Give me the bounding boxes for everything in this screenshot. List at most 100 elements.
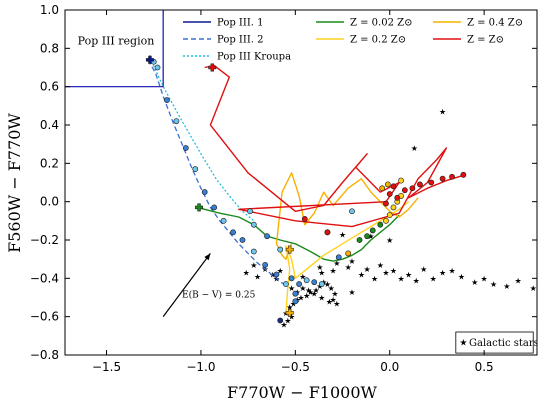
model-data-point — [390, 204, 397, 211]
model-data-point — [428, 179, 435, 186]
galactic-star-point: ★ — [367, 232, 374, 241]
galactic-star-point: ★ — [439, 108, 446, 117]
y-tick-label: 1.0 — [40, 3, 59, 17]
x-tick-label: −1.5 — [92, 360, 121, 374]
series-line-4 — [285, 201, 410, 313]
galactic-star-point: ★ — [313, 286, 320, 295]
galactic-star-point: ★ — [439, 269, 446, 278]
model-data-point — [335, 254, 342, 261]
model-data-point — [417, 181, 423, 188]
model-data-point — [192, 166, 199, 172]
model-data-point — [460, 171, 467, 178]
x-tick-label: −1.0 — [186, 360, 215, 374]
galactic-star-point: ★ — [339, 230, 346, 239]
galactic-star-point: ★ — [530, 284, 537, 293]
reddening-arrow-shaft — [162, 253, 211, 318]
model-data-point — [247, 208, 253, 215]
galactic-star-point: ★ — [348, 257, 355, 266]
galactic-star-point: ★ — [331, 290, 338, 299]
galactic-star-point: ★ — [305, 286, 312, 295]
model-data-point — [384, 181, 391, 188]
galactic-star-point: ★ — [348, 288, 355, 297]
galactic-star-point: ★ — [397, 274, 404, 283]
galactic-star-point: ★ — [405, 271, 412, 280]
start-marker — [285, 245, 294, 254]
model-data-point — [369, 227, 376, 234]
model-data-point — [154, 64, 161, 71]
legend-item-kroupa: Pop III Kroupa — [183, 52, 291, 63]
legend-label: Z = 0.2 Z⊙ — [350, 35, 406, 46]
y-tick-label: 0.6 — [40, 80, 59, 94]
galactic-star-point: ★ — [297, 294, 304, 303]
model-data-point — [356, 237, 363, 243]
y-tick-label: −0.8 — [30, 348, 59, 362]
model-data-point — [292, 298, 299, 305]
galactic-star-point: ★ — [382, 269, 389, 278]
galactic-star-point: ★ — [277, 267, 284, 276]
model-data-point — [383, 217, 389, 224]
galactic-star-point: ★ — [311, 290, 318, 299]
x-tick-label: 0.5 — [475, 360, 494, 374]
legend-item-pop1: Pop III. 1 — [183, 18, 264, 29]
x-tick-label: −0.5 — [281, 360, 310, 374]
galactic-star-point: ★ — [299, 284, 306, 293]
model-data-point — [379, 185, 386, 192]
y-tick-label: −0.2 — [30, 233, 59, 247]
galactic-star-point: ★ — [471, 278, 478, 287]
model-data-point — [164, 97, 170, 103]
legend-label: Z = 0.02 Z⊙ — [350, 18, 412, 29]
galactic-star-point: ★ — [250, 261, 257, 270]
y-tick-label: −0.6 — [30, 310, 59, 324]
legend-item-pop2: Pop III. 2 — [183, 35, 264, 46]
start-marker — [145, 55, 154, 64]
galactic-star-point: ★ — [333, 259, 340, 268]
galactic-star-point: ★ — [307, 288, 314, 297]
model-data-point — [324, 229, 331, 236]
legend-label: Z = Z⊙ — [467, 35, 504, 46]
galactic-star-point: ★ — [290, 299, 297, 308]
galactic-star-point: ★ — [286, 303, 293, 312]
model-data-point — [394, 194, 401, 201]
galactic-star-point: ★ — [318, 294, 325, 303]
model-data-point — [383, 200, 389, 207]
galactic-legend-label: Galactic stars — [469, 338, 539, 349]
legend-item-zsun: Z = Z⊙ — [433, 35, 504, 46]
galactic-star-point: ★ — [386, 236, 393, 245]
y-tick-label: 0.0 — [40, 195, 59, 209]
galactic-star-point: ★ — [284, 317, 291, 326]
model-data-point — [386, 191, 393, 197]
galactic-star-point: ★ — [328, 284, 335, 293]
reddening-label: E(B − V) = 0.25 — [182, 290, 256, 301]
galactic-star-point: ★ — [363, 265, 370, 274]
model-data-point — [288, 275, 295, 282]
galactic-star-point: ★ — [390, 267, 397, 276]
galactic-star-point: ★ — [303, 292, 310, 301]
legend-item-z04: Z = 0.4 Z⊙ — [433, 18, 523, 29]
galactic-star-point: ★ — [371, 274, 378, 283]
model-data-point — [292, 290, 299, 297]
model-data-point — [173, 118, 180, 125]
model-data-point — [282, 281, 289, 287]
popiii-region-box — [65, 10, 164, 88]
series-line-5 — [275, 172, 419, 260]
model-data-point — [386, 212, 393, 218]
axes: −1.5 −1.0 −0.5 0.0 0.5 −0.8 −0.6 −0.4 −0.2 0.0 0.2… — [30, 3, 538, 374]
model-data-point — [409, 185, 416, 192]
model-data-point — [311, 279, 318, 286]
galactic-star-point: ★ — [254, 272, 261, 281]
popiii-region-label: Pop III region — [78, 35, 155, 48]
galactic-legend-box — [455, 331, 534, 354]
galactic-star-point: ★ — [288, 284, 295, 293]
legend-item-z02: Z = 0.2 Z⊙ — [316, 35, 406, 46]
x-tick-label: 0.0 — [380, 360, 399, 374]
galactic-star-point: ★ — [299, 272, 306, 281]
model-data-point — [262, 262, 269, 268]
model-data-point — [201, 189, 208, 195]
model-data-point — [277, 317, 284, 324]
model-data-point — [303, 277, 310, 284]
series-line-1 — [147, 59, 287, 287]
galactic-star-point: ★ — [330, 295, 337, 304]
model-data-point — [296, 281, 303, 287]
galactic-star-point: ★ — [280, 320, 287, 329]
